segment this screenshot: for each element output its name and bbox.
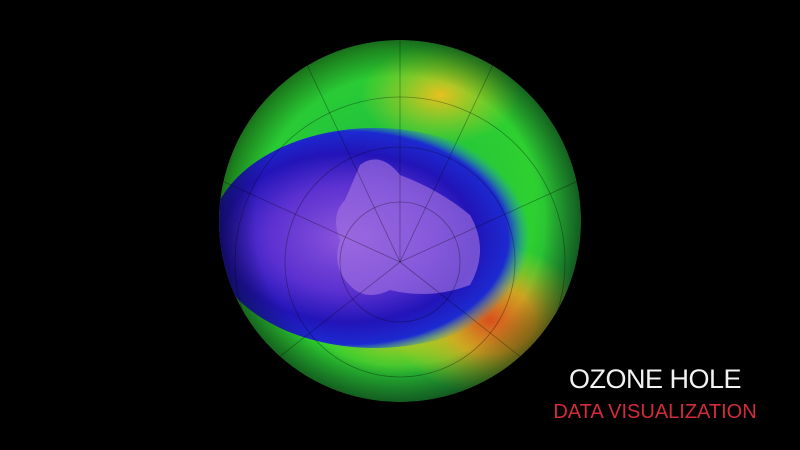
caption: OZONE HOLE DATA VISUALIZATION <box>540 364 770 424</box>
globe-shading <box>219 40 581 402</box>
subtitle: DATA VISUALIZATION <box>553 401 757 423</box>
title: OZONE HOLE <box>568 364 742 394</box>
